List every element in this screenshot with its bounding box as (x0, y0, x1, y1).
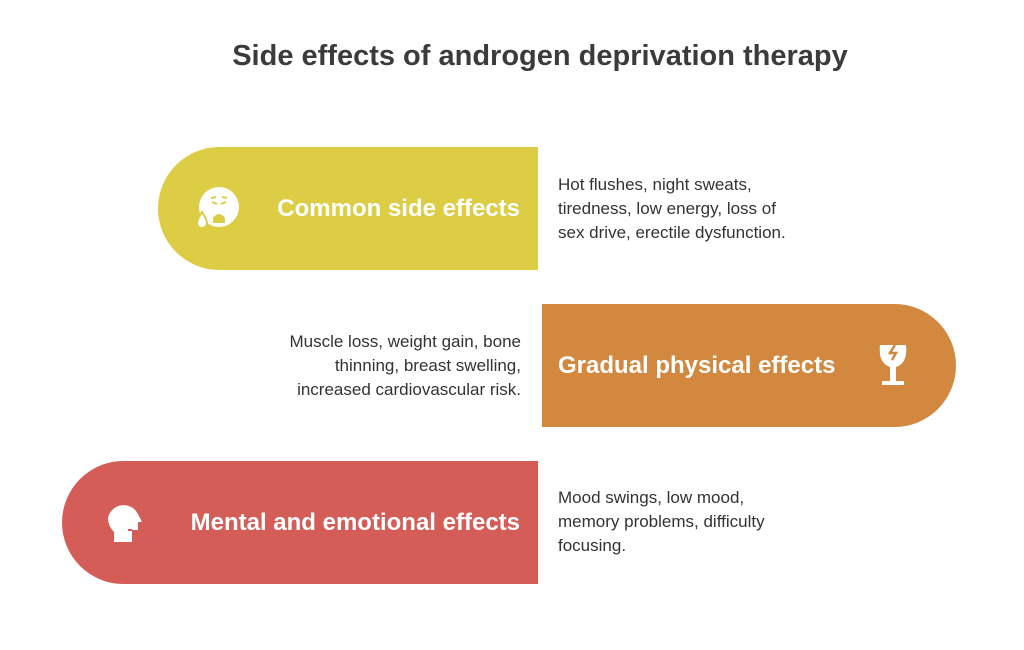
diagram-title: Side effects of androgen deprivation the… (232, 40, 848, 72)
description-line: thinning, breast swelling, (334, 356, 521, 375)
mental-emotional-effects-description: Mood swings, low mood, memory problems, … (558, 486, 765, 558)
common-side-effects-pill: Common side effects (158, 147, 538, 270)
description-line: Hot flushes, night sweats, (558, 175, 752, 194)
description-line: increased cardiovascular risk. (297, 380, 521, 399)
description-line: memory problems, difficulty (558, 512, 765, 531)
mental-emotional-effects-pill: Mental and emotional effects (62, 461, 538, 584)
gradual-physical-effects-pill: Gradual physical effects (542, 304, 956, 427)
description-line: sex drive, erectile dysfunction. (558, 223, 786, 242)
pill-label: Common side effects (277, 194, 520, 222)
description-line: tiredness, low energy, loss of (558, 199, 776, 218)
description-line: Muscle loss, weight gain, bone (289, 332, 521, 351)
head-profile-icon (108, 504, 142, 542)
common-side-effects-description: Hot flushes, night sweats, tiredness, lo… (558, 173, 786, 245)
broken-glass-icon (879, 343, 907, 385)
description-line: Mood swings, low mood, (558, 488, 745, 507)
gradual-physical-effects-description: Muscle loss, weight gain, bone thinning,… (221, 330, 521, 402)
sick-face-icon (195, 186, 239, 229)
description-line: focusing. (558, 536, 627, 555)
pill-label: Gradual physical effects (558, 351, 836, 379)
pill-label: Mental and emotional effects (190, 508, 520, 536)
